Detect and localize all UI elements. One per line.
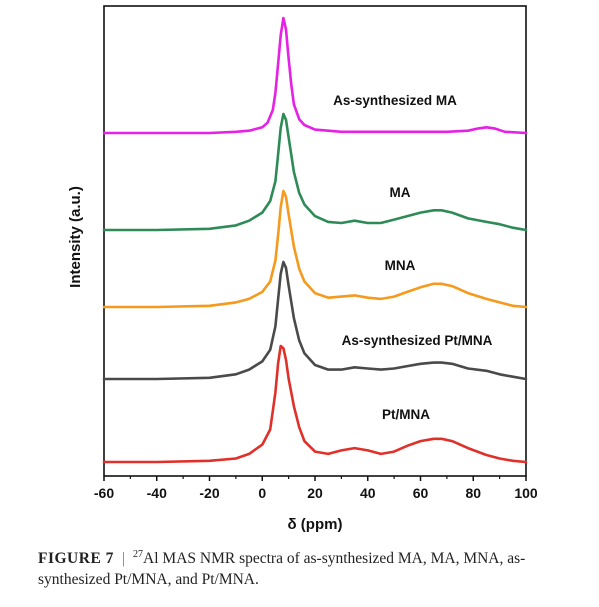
caption-separator: | [121, 550, 126, 567]
x-axis-title: δ (ppm) [288, 516, 343, 533]
x-axis: -60 -40 -20 0 20 40 60 80 100 [94, 476, 538, 501]
x-tick-label-4: 0 [258, 485, 266, 501]
spectrum-line-3 [102, 189, 528, 309]
x-tick-label-5: 20 [307, 485, 323, 501]
series-label-4: As-synthesized Pt/MNA [342, 333, 493, 348]
y-axis-title: Intensity (a.u.) [67, 186, 84, 288]
series-label-1: As-synthesized MA [333, 93, 457, 108]
x-tick-label-9: 100 [514, 485, 538, 501]
x-tick-label-3: -20 [199, 485, 219, 501]
x-tick-label-8: 80 [465, 485, 481, 501]
series-label-5: Pt/MNA [382, 407, 430, 422]
spectrum-line-4 [102, 260, 528, 381]
x-tick-label-1: -60 [94, 485, 114, 501]
caption-figure-number: FIGURE 7 [38, 550, 114, 567]
x-tick-label-2: -40 [147, 485, 167, 501]
plot-frame [103, 5, 527, 477]
x-tick-label-6: 40 [360, 485, 376, 501]
spectra-lines [102, 16, 528, 464]
series-label-3: MNA [385, 258, 416, 273]
caption-isotope-mass: 27 [133, 548, 144, 560]
nmr-chart: As-synthesized MA MA MNA As-synthesized Pt/… [67, 5, 538, 533]
x-tick-label-7: 60 [413, 485, 429, 501]
plot-border [103, 5, 527, 477]
series-label-2: MA [390, 185, 411, 200]
caption-text: Al MAS NMR spectra of as-synthesized MA,… [38, 550, 526, 588]
spectrum-line-1 [102, 16, 528, 135]
figure-caption: FIGURE 7 | 27Al MAS NMR spectra of as-synt… [38, 548, 594, 590]
spectrum-line-2 [102, 112, 528, 232]
spectrum-line-5 [102, 344, 528, 464]
spectra-labels: As-synthesized MA MA MNA As-synthesized Pt/… [333, 93, 493, 422]
